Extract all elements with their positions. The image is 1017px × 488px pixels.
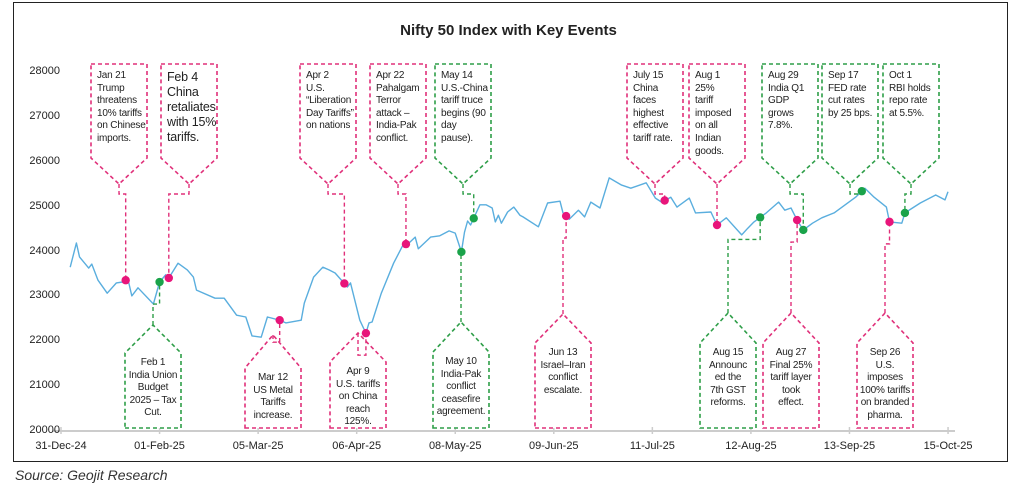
event-marker	[155, 277, 164, 287]
event-marker	[164, 273, 173, 283]
event-callout-box	[299, 63, 357, 186]
y-tick-label: 24000	[29, 244, 60, 257]
event-callout-box	[432, 320, 490, 429]
event-marker	[857, 187, 866, 196]
event-callout-box	[434, 63, 492, 186]
event-connector	[272, 320, 281, 343]
x-tick-label: 08-May-25	[428, 440, 482, 452]
event-label: Aug 27 Final 25% tariff layer took effec…	[769, 347, 813, 409]
event-connector	[562, 216, 567, 314]
event-callout-box	[882, 63, 940, 186]
event-marker	[469, 214, 478, 223]
event-callout-box	[369, 63, 427, 186]
event-label: May 14 U.S.-China tariff truce begins (9…	[441, 70, 488, 144]
event-connector	[790, 220, 798, 313]
event-label: Sep 17 FED rate cut rates by 25 bps.	[828, 70, 873, 119]
event-label: Feb 4 China retaliates with 15% tariffs.	[167, 70, 217, 144]
y-tick-label: 22000	[29, 334, 60, 347]
y-tick-label: 28000	[29, 65, 60, 77]
event-label: Mar 12 US Metal Tariffs increase.	[253, 372, 293, 421]
event-marker	[712, 220, 722, 230]
source-note: Source: Geojit Research	[15, 467, 168, 483]
x-tick-label: 11-Jul-25	[629, 440, 675, 452]
y-tick-label: 23000	[29, 289, 60, 302]
event-marker	[660, 196, 669, 205]
x-tick-label: 06-Apr-25	[332, 440, 382, 452]
event-callout-box	[124, 323, 182, 429]
y-tick-label: 21000	[29, 379, 60, 392]
event-label: Oct 1 RBI holds repo rate at 5.5%.	[889, 70, 931, 119]
event-marker	[275, 315, 284, 325]
x-tick-label: 09-Jun-25	[529, 440, 579, 452]
event-callout-box	[856, 311, 914, 429]
x-tick-label: 15-Oct-25	[923, 440, 973, 452]
nifty-series-line	[69, 177, 949, 338]
x-tick-label: 05-Mar-25	[232, 440, 284, 452]
event-callout-box	[329, 331, 387, 429]
event-label: Jun 13 Israel–Iran conflict escalate.	[540, 347, 586, 396]
event-label: Jan 21 Trump threatens 10% tariffs on Ch…	[97, 70, 146, 144]
event-label: Aug 15 Announc ed the 7th GST reforms.	[708, 347, 748, 409]
event-marker	[561, 211, 571, 221]
y-tick-label: 26000	[29, 154, 60, 167]
x-tick-label: 13-Sep-25	[823, 440, 876, 452]
y-tick-label: 20000	[29, 424, 60, 436]
y-tick-label: 25000	[29, 199, 60, 212]
event-connector	[789, 184, 804, 230]
event-label: Feb 1 India Union Budget 2025 – Tax Cut.	[128, 357, 178, 419]
event-label: Apr 9 U.S. tariffs on China reach 125%.	[335, 366, 381, 428]
event-connector	[118, 184, 127, 281]
event-connector	[168, 184, 190, 278]
event-marker	[121, 276, 130, 285]
event-marker	[755, 213, 765, 222]
event-connector	[397, 184, 407, 245]
event-marker	[885, 217, 894, 227]
event-callout-box	[160, 63, 218, 186]
event-marker	[457, 247, 466, 257]
event-connector	[904, 184, 912, 213]
event-label: Sep 26 U.S. imposes 100% tariffs on bran…	[859, 347, 911, 421]
event-connector	[152, 282, 161, 325]
event-label: Aug 29 India Q1 GDP grows 7.8%.	[768, 70, 805, 132]
event-callout-box	[90, 63, 148, 186]
y-tick-label: 27000	[29, 109, 60, 122]
event-marker	[361, 328, 371, 338]
event-callout-box	[688, 63, 746, 186]
chart-title: Nifty 50 Index with Key Events	[400, 22, 617, 39]
x-tick-label: 12-Aug-25	[725, 440, 777, 452]
event-marker	[792, 215, 802, 225]
event-label: July 15 China faces highest effective ta…	[633, 70, 673, 144]
event-connector	[462, 184, 475, 219]
event-callout-box	[761, 63, 819, 186]
event-callout-box	[762, 311, 820, 429]
event-marker	[401, 239, 411, 249]
x-tick-label: 31-Dec-24	[35, 440, 87, 452]
event-label: Apr 2 U.S. “Liberation Day Tariffs” on n…	[306, 70, 354, 132]
x-tick-label: 01-Feb-25	[134, 440, 185, 452]
event-callout-box	[626, 63, 684, 186]
event-connector	[327, 184, 346, 284]
event-label: Apr 22 Pahalgam Terror attack – India-Pa…	[376, 70, 420, 144]
event-marker	[340, 279, 349, 288]
event-marker	[900, 208, 910, 218]
event-callout-box	[699, 311, 757, 429]
event-label: Aug 1 25% tariff imposed on all Indian g…	[695, 70, 732, 157]
event-label: May 10 India-Pak conflict ceasefire agre…	[436, 356, 486, 418]
event-connector	[884, 221, 891, 313]
event-callout-box	[244, 333, 302, 429]
event-marker	[799, 225, 808, 235]
event-callout-box	[534, 312, 592, 429]
chart-frame	[13, 2, 1008, 462]
event-callout-box	[821, 63, 879, 186]
event-connector	[727, 217, 761, 313]
